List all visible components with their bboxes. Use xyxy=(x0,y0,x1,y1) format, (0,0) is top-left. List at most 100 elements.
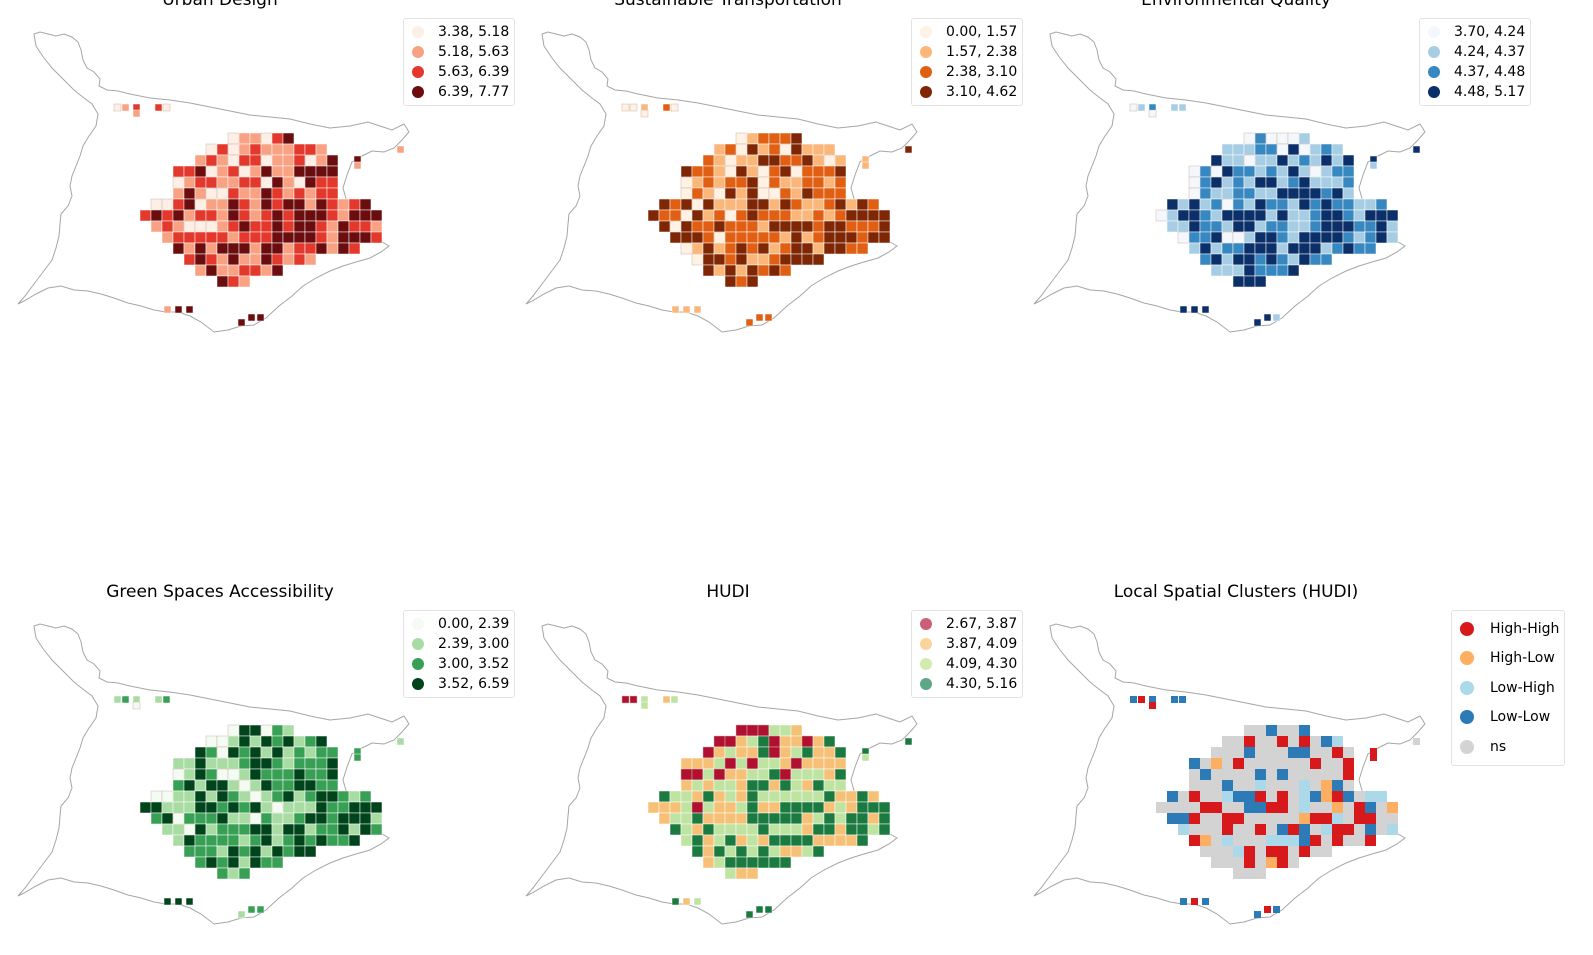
grid-cell xyxy=(161,220,174,233)
map-canvas xyxy=(17,31,410,333)
grid-cell xyxy=(1343,758,1354,769)
legend-swatch xyxy=(920,658,932,670)
grid-cell xyxy=(801,154,814,167)
grid-cell xyxy=(790,220,803,233)
grid-cell xyxy=(746,231,759,244)
grid-cell xyxy=(745,318,754,327)
grid-cell xyxy=(172,165,185,178)
grid-cell xyxy=(238,856,251,869)
grid-cell xyxy=(1243,165,1256,178)
grid-cell xyxy=(216,165,229,178)
legend-item: 5.18, 5.63 xyxy=(412,42,509,62)
grid-cell xyxy=(216,154,229,167)
grid-cell xyxy=(1321,769,1332,780)
grid-cell xyxy=(1266,846,1277,857)
grid-cell xyxy=(249,132,262,145)
grid-cell xyxy=(172,242,185,255)
grid-cell xyxy=(216,834,229,847)
grid-cell xyxy=(1298,220,1311,233)
grid-cell xyxy=(834,187,847,200)
grid-cell xyxy=(702,242,715,255)
grid-cell xyxy=(271,264,284,277)
grid-cell xyxy=(834,768,847,781)
legend-label: 3.52, 6.59 xyxy=(438,676,510,692)
grid-cell xyxy=(249,165,262,178)
grid-cell xyxy=(823,220,836,233)
grid-cell xyxy=(227,779,240,792)
grid-cell xyxy=(746,812,759,825)
grid-cell xyxy=(238,242,251,255)
grid-cell xyxy=(856,198,869,211)
grid-cell xyxy=(162,695,171,704)
grid-cell xyxy=(801,176,814,189)
grid-cell xyxy=(1170,103,1179,112)
grid-cell xyxy=(1276,209,1289,222)
grid-cell xyxy=(702,823,715,836)
grid-cell xyxy=(238,768,251,781)
grid-cell xyxy=(183,823,196,836)
grid-cell xyxy=(790,724,803,737)
grid-cell xyxy=(1254,187,1267,200)
grid-cell xyxy=(680,823,693,836)
grid-cell xyxy=(1342,176,1355,189)
grid-cell xyxy=(282,143,295,156)
grid-cell xyxy=(293,220,306,233)
grid-cell xyxy=(260,198,273,211)
grid-cell xyxy=(216,198,229,211)
grid-cell xyxy=(768,154,781,167)
grid-cell xyxy=(1320,198,1333,211)
grid-cell xyxy=(1200,758,1211,769)
grid-cell xyxy=(260,735,273,748)
grid-cell xyxy=(1188,242,1201,255)
grid-cell xyxy=(205,242,218,255)
grid-cell xyxy=(713,198,726,211)
grid-cell xyxy=(1310,846,1321,857)
grid-cell xyxy=(1320,220,1333,233)
grid-cell xyxy=(1232,187,1245,200)
grid-cell xyxy=(834,790,847,803)
grid-cell xyxy=(724,154,737,167)
grid-cell xyxy=(1233,824,1244,835)
grid-cell xyxy=(1211,758,1222,769)
grid-cell xyxy=(1254,198,1267,211)
grid-cell xyxy=(1353,242,1366,255)
grid-cell xyxy=(1354,813,1365,824)
grid-cell xyxy=(113,695,122,704)
grid-cell xyxy=(1266,857,1277,868)
grid-cell xyxy=(790,801,803,814)
grid-cell xyxy=(1243,198,1256,211)
grid-cell xyxy=(293,757,306,770)
grid-cell xyxy=(812,790,825,803)
grid-cell xyxy=(878,823,891,836)
legend-swatch xyxy=(412,658,424,670)
grid-cell xyxy=(1211,846,1222,857)
grid-cell xyxy=(150,209,163,222)
grid-cell xyxy=(768,165,781,178)
grid-cell xyxy=(790,768,803,781)
grid-cell xyxy=(801,143,814,156)
grid-cell xyxy=(1243,176,1256,189)
legend-label: Low-Low xyxy=(1490,709,1551,726)
grid-cell xyxy=(1200,824,1211,835)
grid-cell xyxy=(183,845,196,858)
grid-cell xyxy=(194,220,207,233)
grid-cell xyxy=(1342,187,1355,200)
grid-cell xyxy=(183,253,196,266)
grid-cell xyxy=(834,176,847,189)
grid-cell xyxy=(247,313,256,322)
grid-cell xyxy=(315,735,328,748)
grid-cell xyxy=(757,132,770,145)
grid-cell xyxy=(172,812,185,825)
legend-item: 0.00, 1.57 xyxy=(920,22,1017,42)
grid-cell xyxy=(1298,198,1311,211)
grid-cell xyxy=(1276,264,1289,277)
legend-label: 2.67, 3.87 xyxy=(946,616,1018,632)
grid-cell xyxy=(691,165,704,178)
grid-cell xyxy=(1342,198,1355,211)
grid-cell xyxy=(1266,747,1277,758)
grid-cell xyxy=(1233,758,1244,769)
grid-cell xyxy=(790,198,803,211)
grid-cell xyxy=(1287,220,1300,233)
grid-cell xyxy=(1221,176,1234,189)
legend-label: Low-High xyxy=(1490,679,1555,696)
